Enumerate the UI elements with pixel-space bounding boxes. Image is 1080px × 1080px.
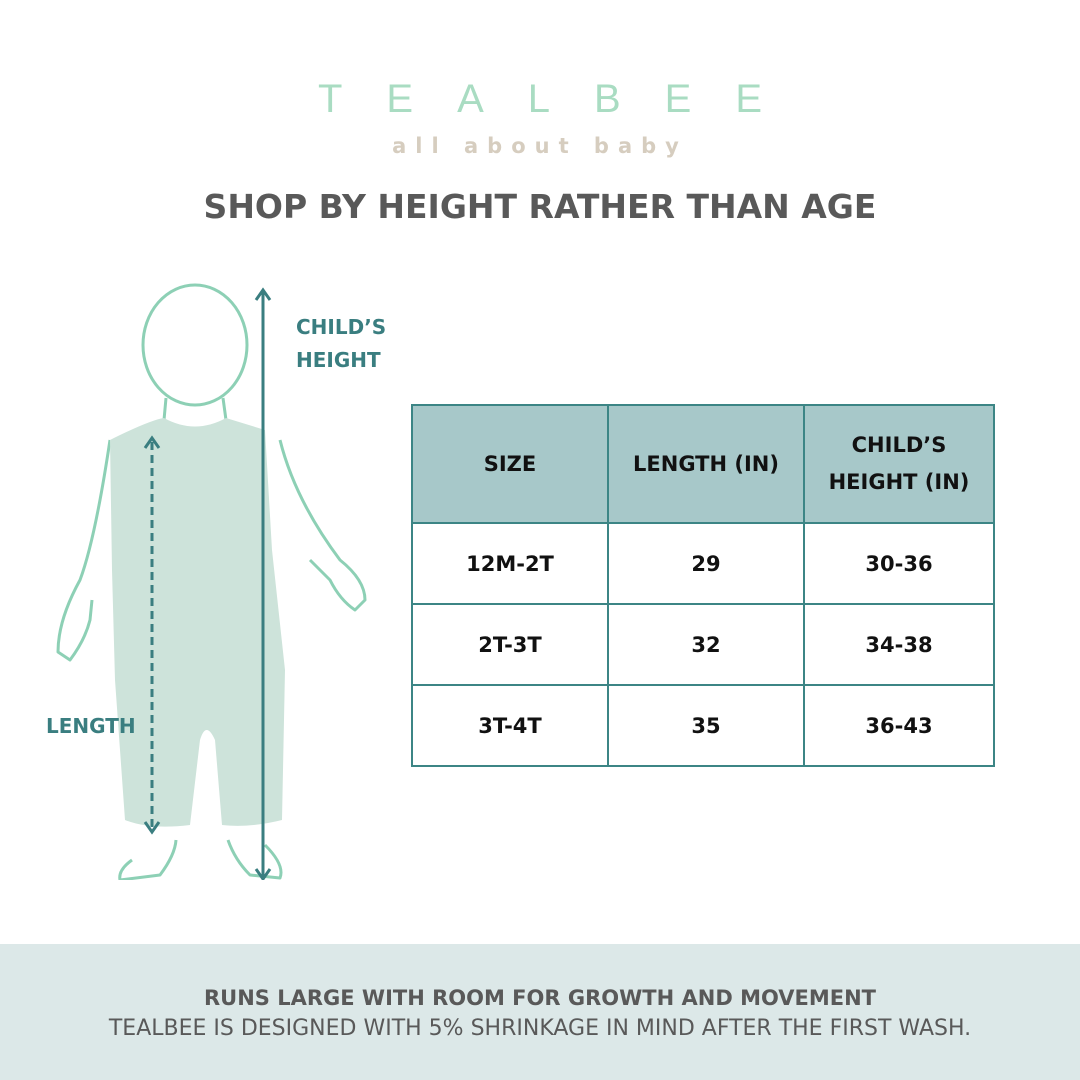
height-label-line-2: HEIGHT (296, 348, 381, 372)
page-title: SHOP BY HEIGHT RATHER THAN AGE (203, 187, 877, 226)
footer-note: TEALBEE IS DESIGNED WITH 5% SHRINKAGE IN… (108, 1016, 972, 1041)
cell-size: 3T-4T (411, 684, 609, 767)
height-label-line-1: CHILD’S (296, 315, 387, 339)
size-chart-table: SIZE LENGTH (IN) CHILD’S HEIGHT (IN) 12M… (411, 404, 995, 767)
table-header-row: SIZE LENGTH (IN) CHILD’S HEIGHT (IN) (411, 404, 995, 524)
brand-logo: TEALBEE (0, 70, 1080, 128)
childs-height-label: CHILD’S HEIGHT (296, 311, 386, 377)
header-childs-height: CHILD’S HEIGHT (IN) (803, 404, 995, 524)
footer-headline: RUNS LARGE WITH ROOM FOR GROWTH AND MOVE… (203, 986, 876, 1010)
cell-length: 29 (607, 522, 805, 605)
table-row: 12M-2T 29 30-36 (411, 522, 995, 605)
header-size: SIZE (411, 404, 609, 524)
logo-wordmark: TEALBEE (317, 77, 807, 121)
logo-tagline: all about baby (392, 134, 688, 158)
cell-size: 12M-2T (411, 522, 609, 605)
footer-banner: RUNS LARGE WITH ROOM FOR GROWTH AND MOVE… (0, 944, 1080, 1080)
table-row: 2T-3T 32 34-38 (411, 603, 995, 686)
cell-height: 30-36 (803, 522, 995, 605)
cell-height: 34-38 (803, 603, 995, 686)
header-length: LENGTH (IN) (607, 404, 805, 524)
cell-length: 32 (607, 603, 805, 686)
length-label: LENGTH (46, 714, 136, 738)
cell-length: 35 (607, 684, 805, 767)
child-romper-illustration (40, 280, 400, 884)
table-row: 3T-4T 35 36-43 (411, 684, 995, 767)
header-childs-height-text: CHILD’S HEIGHT (IN) (828, 433, 970, 494)
cell-height: 36-43 (803, 684, 995, 767)
cell-size: 2T-3T (411, 603, 609, 686)
